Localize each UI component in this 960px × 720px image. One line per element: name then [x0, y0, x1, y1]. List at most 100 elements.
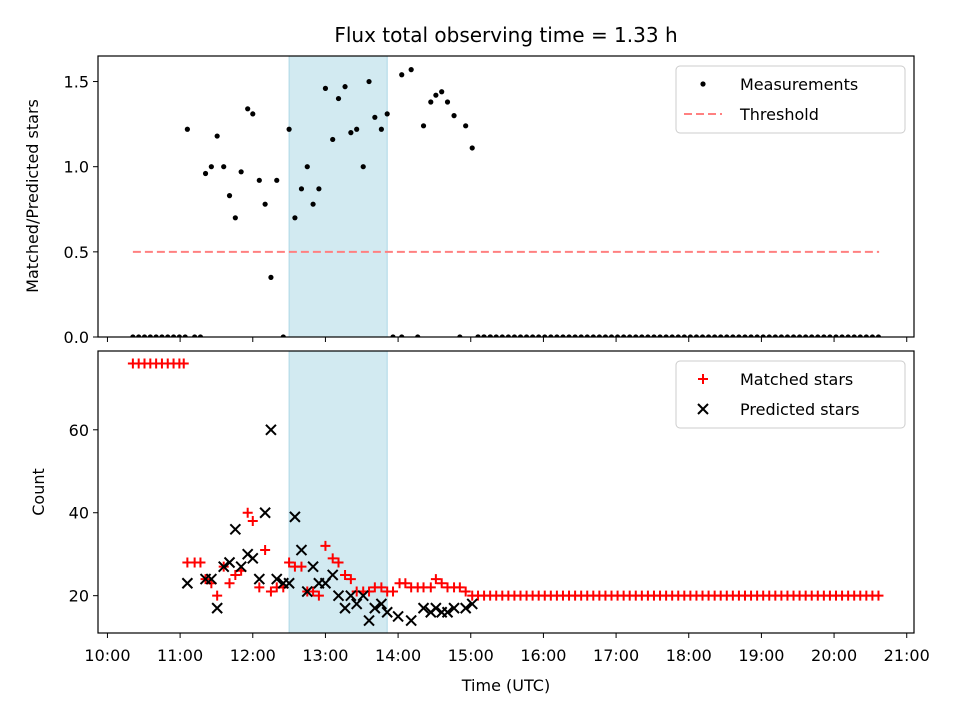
legend-label: Threshold [739, 105, 819, 124]
x-tick-label: 19:00 [738, 646, 784, 665]
measurement-point [839, 334, 845, 337]
measurement-point [444, 99, 451, 105]
measurement-point [330, 136, 336, 143]
predicted-star-point [229, 523, 242, 536]
measurement-point [250, 111, 256, 117]
measurement-point [790, 334, 797, 337]
predicted-star-point [271, 573, 283, 585]
predicted-star-point [211, 602, 223, 614]
top-panel: 0.0 0.5 1.0 1.5 Measurements Threshold [64, 55, 915, 347]
matched-star-point [265, 586, 276, 597]
matched-star-point [430, 574, 441, 585]
predicted-star-point [381, 606, 393, 618]
measurement-point [463, 123, 469, 129]
measurement-point [736, 334, 742, 337]
observing-window-band [288, 55, 388, 338]
measurement-point [360, 164, 366, 170]
legend-marker-predicted [697, 403, 709, 415]
measurement-point [378, 126, 384, 132]
measurement-point [451, 113, 457, 119]
legend: Matched stars Predicted stars [675, 360, 906, 429]
predicted-star-point [307, 560, 319, 573]
measurement-point [493, 334, 499, 337]
measurement-point [627, 334, 633, 337]
axes-frame [97, 55, 915, 338]
measurement-point [784, 334, 791, 337]
legend-marker-matched [698, 374, 708, 384]
predicted-star-point [235, 560, 247, 573]
measurement-point [548, 334, 554, 337]
measurement-point [724, 334, 730, 337]
measurement-point [286, 126, 292, 132]
measurement-point [420, 123, 427, 129]
measurement-point [505, 334, 511, 337]
matched-star-point [333, 557, 344, 568]
measurement-point [487, 334, 493, 337]
measurement-point [184, 126, 190, 132]
measurement-point [354, 126, 360, 132]
predicted-star-point [405, 614, 417, 627]
measurement-point [304, 164, 310, 170]
predicted-star-point [417, 602, 430, 614]
measurement-point [159, 334, 165, 337]
matched-star-point [247, 516, 258, 527]
measurement-point [602, 334, 609, 337]
measurement-point [232, 215, 238, 221]
measurement-point [136, 334, 142, 337]
legend-marker-measurements [700, 81, 706, 87]
measurement-point [372, 114, 378, 120]
predicted-star-point [339, 602, 351, 614]
measurement-point [384, 111, 390, 117]
measurement-point [481, 334, 487, 337]
matched-star-point [873, 590, 884, 601]
measurement-point [772, 334, 778, 337]
matched-star-point [436, 578, 447, 589]
predicted-star-point [466, 598, 478, 610]
measurement-point [428, 99, 434, 105]
measurement-point [366, 78, 372, 85]
matched-star-point [178, 358, 189, 369]
measurement-point [651, 334, 657, 337]
matched-star-point [320, 540, 331, 551]
measurement-point [245, 106, 251, 112]
measurement-point [439, 89, 445, 95]
matched-star-point [340, 569, 351, 580]
measurement-point [705, 334, 712, 337]
measurement-point [748, 334, 754, 337]
predicted-star-point [363, 614, 375, 627]
predicted-star-point [441, 606, 454, 618]
measurement-point [712, 334, 718, 337]
matched-star-point [212, 590, 223, 601]
matched-star-point [364, 586, 375, 597]
measurement-point [863, 334, 869, 337]
predicted-star-point [326, 569, 339, 581]
measurement-point [153, 334, 159, 337]
measurement-point [851, 334, 857, 337]
measurement-point [821, 334, 827, 337]
matched-star-point [296, 561, 307, 572]
measurement-point [693, 334, 700, 337]
matched-star-point [260, 545, 271, 556]
measurement-point [342, 84, 348, 90]
measurement-point [681, 334, 687, 337]
x-axis-title: Time (UTC) [461, 676, 550, 695]
measurement-point [141, 334, 148, 337]
measurement-point [687, 334, 693, 337]
x-tick-label: 15:00 [448, 646, 494, 665]
measurement-point [590, 334, 596, 337]
measurement-point [833, 334, 839, 337]
measurement-point [718, 334, 724, 337]
x-tick-label: 12:00 [230, 646, 276, 665]
measurement-point [663, 334, 669, 337]
predicted-star-point [301, 585, 313, 598]
matched-star-point [454, 582, 465, 593]
measurement-point [621, 334, 627, 337]
predicted-star-point [289, 511, 301, 523]
measurement-point [469, 145, 475, 151]
legend-box [675, 65, 906, 134]
legend-box [675, 360, 906, 429]
measurement-point [542, 334, 548, 337]
x-tick-label: 14:00 [375, 646, 421, 665]
measurement-point [399, 72, 405, 78]
predicted-star-point [259, 507, 271, 519]
